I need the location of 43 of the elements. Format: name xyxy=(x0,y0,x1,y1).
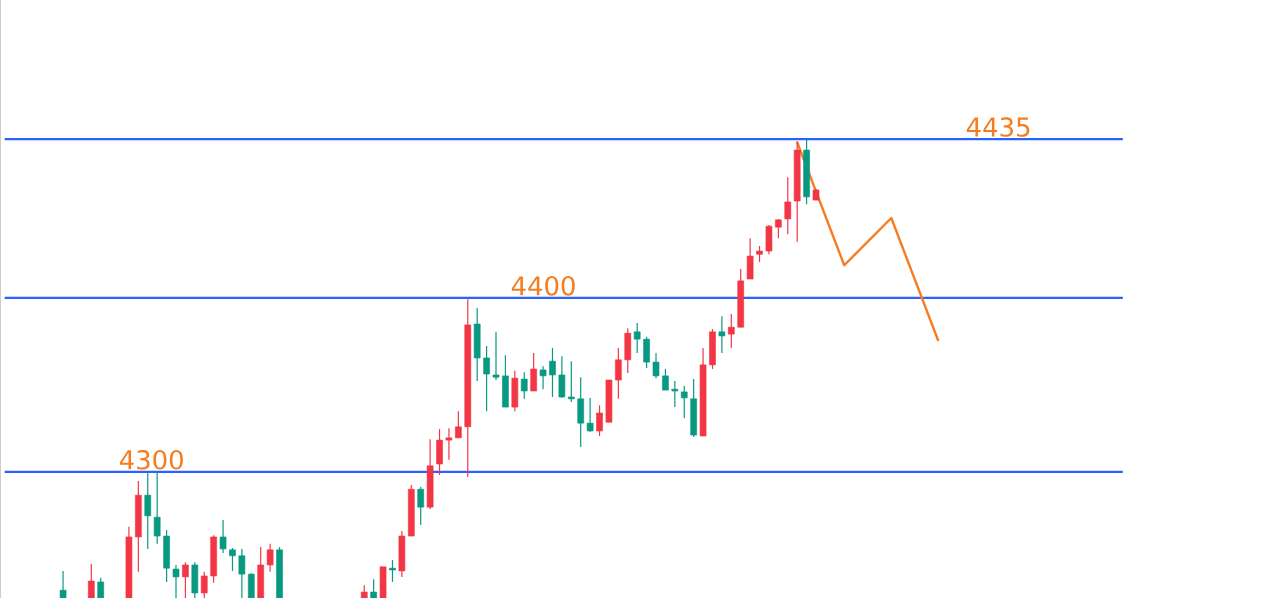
candlestick xyxy=(615,347,622,400)
candlestick xyxy=(680,385,688,419)
text: 4435 xyxy=(966,117,1030,137)
candlestick xyxy=(219,519,227,554)
candlestick xyxy=(59,570,67,598)
candlestick xyxy=(483,345,490,412)
candlestick xyxy=(586,397,594,433)
candlestick xyxy=(445,427,453,461)
candlestick xyxy=(520,371,528,400)
candlestick xyxy=(172,564,180,598)
candlestick xyxy=(144,472,152,550)
candlestick xyxy=(671,380,679,408)
candlestick xyxy=(247,572,255,598)
candlestick xyxy=(549,347,556,398)
candlestick xyxy=(784,176,792,235)
candlestick xyxy=(727,313,735,349)
candlestick xyxy=(596,404,603,437)
candlestick xyxy=(539,365,547,390)
candlestick xyxy=(417,486,425,526)
candlestick xyxy=(746,237,754,280)
candlestick xyxy=(266,543,274,573)
candlestick xyxy=(436,428,443,476)
candlestick xyxy=(492,331,500,381)
candlestick xyxy=(200,571,208,598)
annotation: 4400 xyxy=(511,276,575,296)
candlestick xyxy=(229,547,236,572)
candlestick xyxy=(530,352,537,392)
annotation: 4300 xyxy=(119,450,183,470)
candlestick xyxy=(97,577,105,598)
candlestick xyxy=(662,368,669,391)
candlestick xyxy=(370,578,377,598)
candlestick xyxy=(643,336,650,369)
candlestick xyxy=(558,355,566,399)
candlestick xyxy=(238,548,246,598)
candlestick xyxy=(455,410,462,439)
candlestick xyxy=(153,471,161,545)
candlestick xyxy=(633,322,641,354)
candlestick xyxy=(718,315,726,354)
candlestick xyxy=(87,563,95,598)
candlestick xyxy=(652,352,660,379)
candlestick xyxy=(567,360,575,403)
candlestick xyxy=(389,559,396,583)
candlestick xyxy=(182,561,189,598)
